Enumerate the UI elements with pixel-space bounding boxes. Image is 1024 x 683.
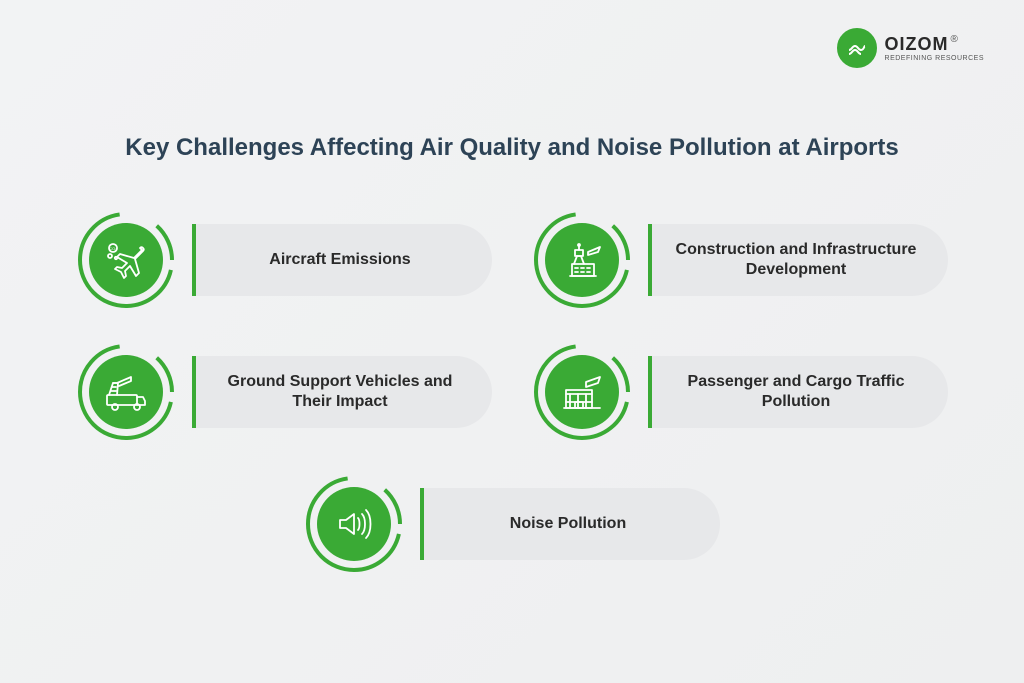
brand-logo: OIZOM ® REDEFINING RESOURCES bbox=[837, 28, 984, 68]
challenge-item: Noise Pollution bbox=[76, 474, 948, 574]
challenge-item: Ground Support Vehicles and Their Impact bbox=[76, 342, 492, 442]
challenge-item: Construction and Infrastructure Developm… bbox=[532, 210, 948, 310]
icon-wrap bbox=[76, 342, 176, 442]
challenge-label: Noise Pollution bbox=[510, 514, 626, 534]
brand-tagline: REDEFINING RESOURCES bbox=[885, 55, 984, 62]
challenge-label: Construction and Infrastructure Developm… bbox=[672, 240, 920, 280]
page-title: Key Challenges Affecting Air Quality and… bbox=[0, 134, 1024, 162]
ground-vehicle-icon bbox=[89, 355, 163, 429]
icon-wrap bbox=[532, 210, 632, 310]
label-pill: Noise Pollution bbox=[420, 488, 720, 560]
icon-wrap bbox=[532, 342, 632, 442]
icon-wrap: CO₂ bbox=[76, 210, 176, 310]
brand-name: OIZOM bbox=[885, 35, 949, 53]
icon-wrap bbox=[304, 474, 404, 574]
label-pill: Construction and Infrastructure Developm… bbox=[648, 224, 948, 296]
challenge-item: Passenger and Cargo Traffic Pollution bbox=[532, 342, 948, 442]
brand-logo-icon bbox=[837, 28, 877, 68]
noise-icon bbox=[317, 487, 391, 561]
challenges-grid: CO₂ Aircraft Emissions bbox=[76, 210, 948, 574]
brand-register-mark: ® bbox=[951, 35, 958, 45]
svg-text:CO₂: CO₂ bbox=[109, 246, 117, 251]
label-pill: Aircraft Emissions bbox=[192, 224, 492, 296]
challenge-item: CO₂ Aircraft Emissions bbox=[76, 210, 492, 310]
label-pill: Ground Support Vehicles and Their Impact bbox=[192, 356, 492, 428]
label-pill: Passenger and Cargo Traffic Pollution bbox=[648, 356, 948, 428]
challenge-label: Passenger and Cargo Traffic Pollution bbox=[672, 372, 920, 412]
plane-emissions-icon: CO₂ bbox=[89, 223, 163, 297]
challenge-label: Ground Support Vehicles and Their Impact bbox=[216, 372, 464, 412]
terminal-traffic-icon bbox=[545, 355, 619, 429]
challenge-label: Aircraft Emissions bbox=[269, 250, 410, 270]
airport-tower-icon bbox=[545, 223, 619, 297]
